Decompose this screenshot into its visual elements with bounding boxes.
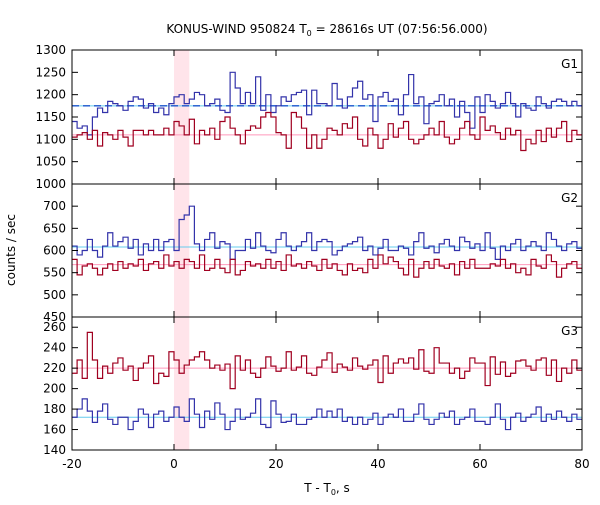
series-g3-blue: [72, 398, 582, 431]
panel-g3-plot: [72, 331, 582, 431]
y-tick-label: 1250: [35, 65, 66, 79]
data-layer: [72, 71, 582, 431]
x-tick-label: 80: [574, 457, 589, 471]
y-tick-label: 220: [43, 361, 66, 375]
y-tick-label: 1150: [35, 110, 66, 124]
y-tick-label: 200: [43, 382, 66, 396]
y-tick-label: 160: [43, 423, 66, 437]
y-tick-label: 500: [43, 288, 66, 302]
y-tick-label: 550: [43, 266, 66, 280]
y-tick-label: 650: [43, 221, 66, 235]
y-tick-label: 240: [43, 341, 66, 355]
series-g2-red: [72, 254, 582, 278]
panel-frame: [71, 49, 583, 185]
panel-frame: [71, 316, 583, 451]
y-tick-label: 1050: [35, 155, 66, 169]
x-tick-label: 0: [170, 457, 178, 471]
series-g1-blue: [72, 71, 582, 136]
y-tick-label: 450: [43, 310, 66, 324]
series-g1-red: [72, 111, 582, 152]
x-axis-label: T - T0, s: [303, 481, 350, 497]
y-tick-label: 260: [43, 320, 66, 334]
y-tick-label: 1100: [35, 132, 66, 146]
x-tick-label: 60: [472, 457, 487, 471]
x-tick-label: -20: [62, 457, 82, 471]
panel-label: G2: [561, 191, 578, 205]
y-tick-label: 600: [43, 244, 66, 258]
x-tick-label: 20: [268, 457, 283, 471]
panel-g1-plot: [72, 71, 582, 152]
series-g3-red: [72, 331, 582, 390]
text-layer: KONUS-WIND 950824 T0 = 28616s UT (07:56:…: [4, 22, 590, 497]
panel-label: G3: [561, 324, 578, 338]
series-g2-blue: [72, 205, 582, 260]
panel-g2-plot: [72, 205, 582, 278]
y-tick-label: 180: [43, 402, 66, 416]
y-tick-label: 1200: [35, 88, 66, 102]
y-tick-label: 140: [43, 443, 66, 457]
x-tick-label: 40: [370, 457, 385, 471]
chart-title: KONUS-WIND 950824 T0 = 28616s UT (07:56:…: [166, 22, 487, 38]
y-tick-label: 1000: [35, 177, 66, 191]
highlight-interval: [174, 50, 190, 450]
panel-label: G1: [561, 57, 578, 71]
y-axis-label: counts / sec: [4, 214, 18, 286]
axes-layer: [71, 49, 583, 451]
highlight-layer: [174, 50, 190, 450]
y-tick-label: 700: [43, 199, 66, 213]
y-tick-label: 1300: [35, 43, 66, 57]
